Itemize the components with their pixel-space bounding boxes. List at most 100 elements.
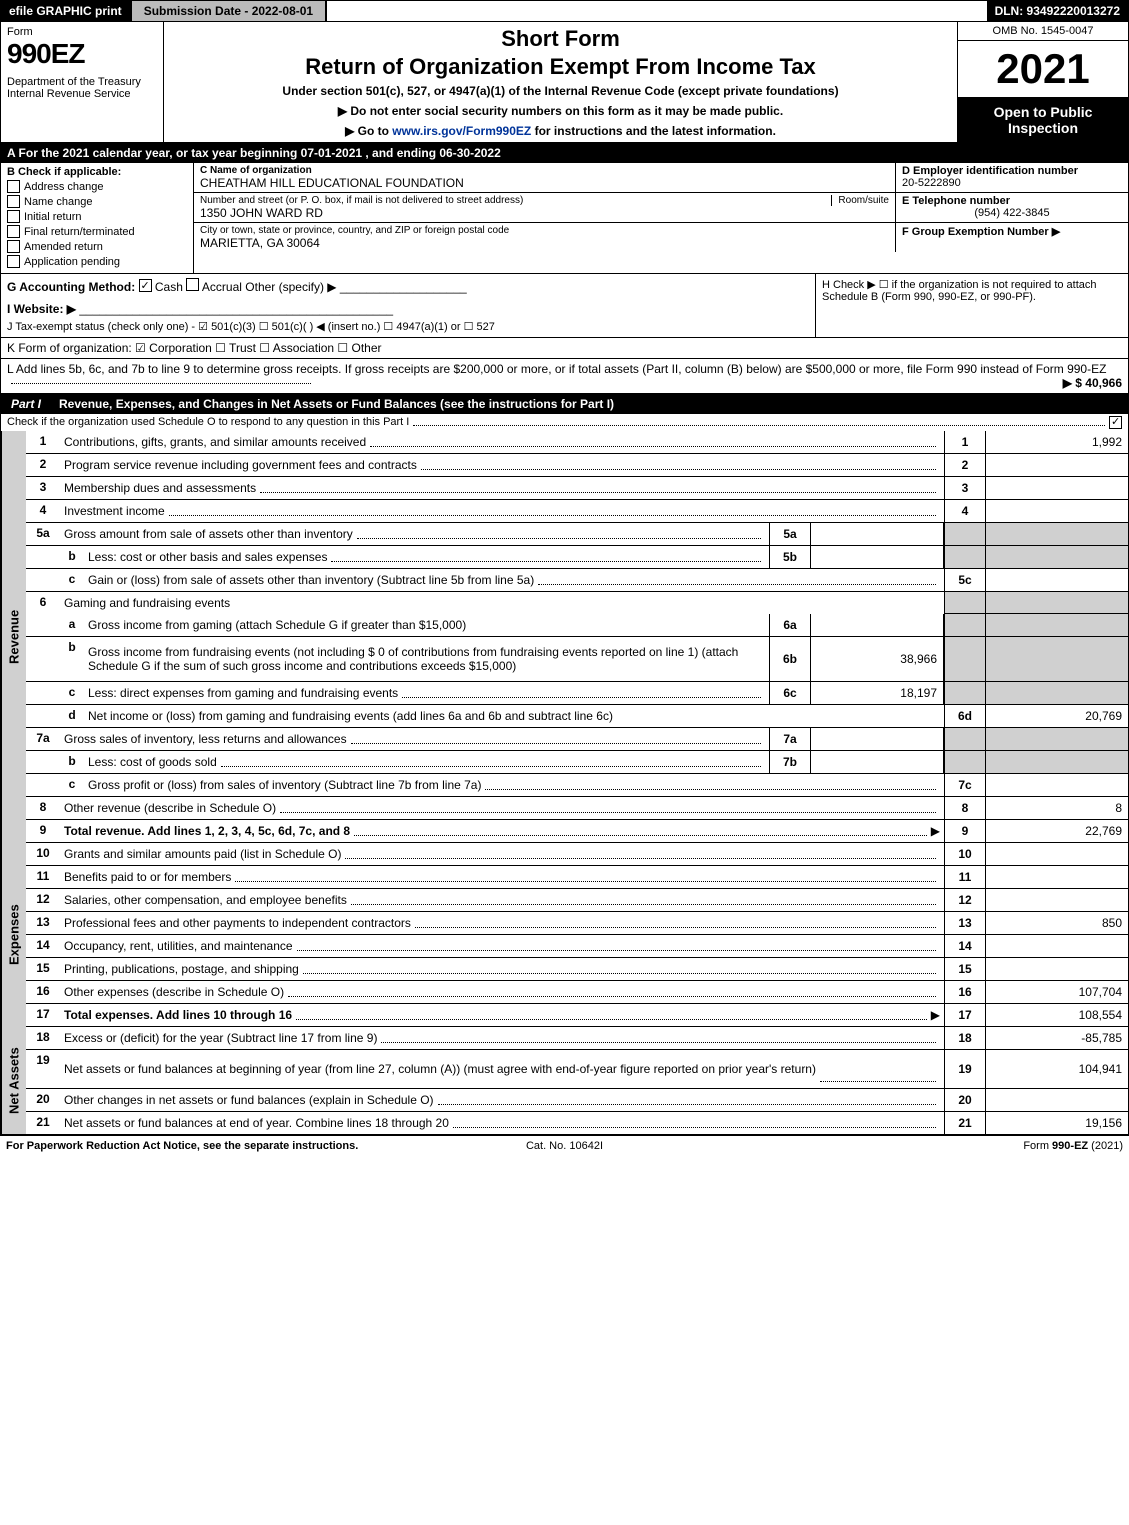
part1-header: Part I Revenue, Expenses, and Changes in… bbox=[0, 394, 1129, 414]
chk-name[interactable]: Name change bbox=[7, 195, 187, 208]
line-20: 20Other changes in net assets or fund ba… bbox=[26, 1089, 1128, 1112]
section-bcdef: B Check if applicable: Address change Na… bbox=[0, 163, 1129, 274]
tax-year: 2021 bbox=[958, 41, 1128, 97]
line-9: 9 Total revenue. Add lines 1, 2, 3, 4, 5… bbox=[26, 820, 1128, 843]
b-title: B Check if applicable: bbox=[7, 166, 187, 178]
chk-schedule-o[interactable] bbox=[1109, 416, 1122, 429]
header-mid: Short Form Return of Organization Exempt… bbox=[164, 22, 957, 142]
line-8: 8 Other revenue (describe in Schedule O)… bbox=[26, 797, 1128, 820]
note-ssn: ▶ Do not enter social security numbers o… bbox=[172, 104, 949, 118]
line-6c: c Less: direct expenses from gaming and … bbox=[26, 682, 1128, 705]
g-accounting: G Accounting Method: Cash Accrual Other … bbox=[7, 278, 809, 294]
form-title: Return of Organization Exempt From Incom… bbox=[172, 54, 949, 80]
ein: 20-5222890 bbox=[902, 177, 1122, 189]
footer-left: For Paperwork Reduction Act Notice, see … bbox=[6, 1140, 378, 1152]
chk-cash[interactable] bbox=[139, 279, 152, 292]
chk-initial[interactable]: Initial return bbox=[7, 210, 187, 223]
d-label: D Employer identification number bbox=[902, 165, 1122, 177]
line-7a: 7a Gross sales of inventory, less return… bbox=[26, 728, 1128, 751]
line-5a: 5a Gross amount from sale of assets othe… bbox=[26, 523, 1128, 546]
l-amount: ▶ $ 40,966 bbox=[1063, 376, 1122, 390]
netassets-table: Net Assets 18Excess or (deficit) for the… bbox=[0, 1027, 1129, 1135]
line-5c: c Gain or (loss) from sale of assets oth… bbox=[26, 569, 1128, 592]
expenses-table: Expenses 10Grants and similar amounts pa… bbox=[0, 843, 1129, 1027]
col-cd: C Name of organization CHEATHAM HILL EDU… bbox=[194, 163, 1128, 273]
k-form-org: K Form of organization: ☑ Corporation ☐ … bbox=[0, 338, 1129, 359]
street-box: Number and street (or P. O. box, if mail… bbox=[194, 193, 895, 222]
form-subtitle: Under section 501(c), 527, or 4947(a)(1)… bbox=[172, 84, 949, 98]
line-1: 1 Contributions, gifts, grants, and simi… bbox=[26, 431, 1128, 454]
side-revenue: Revenue bbox=[1, 431, 26, 843]
e-tel-box: E Telephone number (954) 422-3845 bbox=[895, 193, 1128, 222]
tel-label: E Telephone number bbox=[902, 195, 1122, 207]
line-16: 16Other expenses (describe in Schedule O… bbox=[26, 981, 1128, 1004]
chk-final[interactable]: Final return/terminated bbox=[7, 225, 187, 238]
l-gross-receipts: L Add lines 5b, 6c, and 7b to line 9 to … bbox=[0, 359, 1129, 394]
part1-label: Part I bbox=[1, 394, 51, 414]
line-5b: b Less: cost or other basis and sales ex… bbox=[26, 546, 1128, 569]
line-19: 19Net assets or fund balances at beginni… bbox=[26, 1050, 1128, 1089]
header-left: Form 990EZ Department of the Treasury In… bbox=[1, 22, 164, 142]
irs-link[interactable]: www.irs.gov/Form990EZ bbox=[392, 124, 531, 138]
line-6d: d Net income or (loss) from gaming and f… bbox=[26, 705, 1128, 728]
col-b: B Check if applicable: Address change Na… bbox=[1, 163, 194, 273]
revenue-table: Revenue 1 Contributions, gifts, grants, … bbox=[0, 431, 1129, 843]
f-label: F Group Exemption Number ▶ bbox=[902, 225, 1122, 238]
part1-title: Revenue, Expenses, and Changes in Net As… bbox=[51, 394, 1128, 414]
line-4: 4 Investment income 4 bbox=[26, 500, 1128, 523]
chk-accrual[interactable] bbox=[186, 278, 199, 291]
page-footer: For Paperwork Reduction Act Notice, see … bbox=[0, 1135, 1129, 1156]
i-website: I Website: ▶ ___________________________… bbox=[7, 302, 809, 316]
short-form: Short Form bbox=[172, 26, 949, 52]
line-15: 15Printing, publications, postage, and s… bbox=[26, 958, 1128, 981]
chk-address[interactable]: Address change bbox=[7, 180, 187, 193]
col-g: G Accounting Method: Cash Accrual Other … bbox=[1, 274, 815, 337]
omb-number: OMB No. 1545-0047 bbox=[958, 22, 1128, 41]
open-to-public: Open to Public Inspection bbox=[958, 97, 1128, 142]
c-name-label: C Name of organization bbox=[200, 165, 889, 176]
line-17: 17Total expenses. Add lines 10 through 1… bbox=[26, 1004, 1128, 1027]
efile-label: efile GRAPHIC print bbox=[1, 1, 130, 21]
line-3: 3 Membership dues and assessments 3 bbox=[26, 477, 1128, 500]
header-right: OMB No. 1545-0047 2021 Open to Public In… bbox=[957, 22, 1128, 142]
line-12: 12Salaries, other compensation, and empl… bbox=[26, 889, 1128, 912]
top-bar: efile GRAPHIC print Submission Date - 20… bbox=[0, 0, 1129, 22]
part1-sub: Check if the organization used Schedule … bbox=[0, 414, 1129, 431]
city-label: City or town, state or province, country… bbox=[200, 225, 889, 236]
footer-right: Form 990-EZ (2021) bbox=[751, 1140, 1123, 1152]
d-ein-box: D Employer identification number 20-5222… bbox=[895, 163, 1128, 192]
org-name: CHEATHAM HILL EDUCATIONAL FOUNDATION bbox=[200, 176, 889, 190]
line-18: 18Excess or (deficit) for the year (Subt… bbox=[26, 1027, 1128, 1050]
line-7c: c Gross profit or (loss) from sales of i… bbox=[26, 774, 1128, 797]
section-gh: G Accounting Method: Cash Accrual Other … bbox=[0, 274, 1129, 338]
footer-mid: Cat. No. 10642I bbox=[378, 1140, 750, 1152]
line-7b: b Less: cost of goods sold 7b bbox=[26, 751, 1128, 774]
line-14: 14Occupancy, rent, utilities, and mainte… bbox=[26, 935, 1128, 958]
line-13: 13Professional fees and other payments t… bbox=[26, 912, 1128, 935]
room-label: Room/suite bbox=[831, 195, 889, 206]
f-group-box: F Group Exemption Number ▶ bbox=[895, 223, 1128, 252]
line-6: 6 Gaming and fundraising events bbox=[26, 592, 1128, 614]
street: 1350 JOHN WARD RD bbox=[200, 206, 889, 220]
form-label: Form bbox=[7, 26, 157, 38]
department: Department of the Treasury Internal Reve… bbox=[7, 76, 157, 100]
j-tax-exempt: J Tax-exempt status (check only one) - ☑… bbox=[7, 320, 809, 333]
row-a: A For the 2021 calendar year, or tax yea… bbox=[0, 143, 1129, 163]
side-expenses: Expenses bbox=[1, 843, 26, 1027]
line-6b: b Gross income from fundraising events (… bbox=[26, 637, 1128, 682]
dln: DLN: 93492220013272 bbox=[987, 1, 1128, 21]
line-21: 21Net assets or fund balances at end of … bbox=[26, 1112, 1128, 1134]
chk-amended[interactable]: Amended return bbox=[7, 240, 187, 253]
line-6a: a Gross income from gaming (attach Sched… bbox=[26, 614, 1128, 637]
chk-pending[interactable]: Application pending bbox=[7, 255, 187, 268]
note-link: ▶ Go to www.irs.gov/Form990EZ for instru… bbox=[172, 124, 949, 138]
org-name-box: C Name of organization CHEATHAM HILL EDU… bbox=[194, 163, 895, 192]
city: MARIETTA, GA 30064 bbox=[200, 236, 889, 250]
street-label: Number and street (or P. O. box, if mail… bbox=[200, 195, 523, 206]
line-11: 11Benefits paid to or for members11 bbox=[26, 866, 1128, 889]
col-h: H Check ▶ ☐ if the organization is not r… bbox=[815, 274, 1128, 337]
submission-date: Submission Date - 2022-08-01 bbox=[130, 1, 327, 21]
side-netassets: Net Assets bbox=[1, 1027, 26, 1134]
line-10: 10Grants and similar amounts paid (list … bbox=[26, 843, 1128, 866]
form-header: Form 990EZ Department of the Treasury In… bbox=[0, 22, 1129, 143]
